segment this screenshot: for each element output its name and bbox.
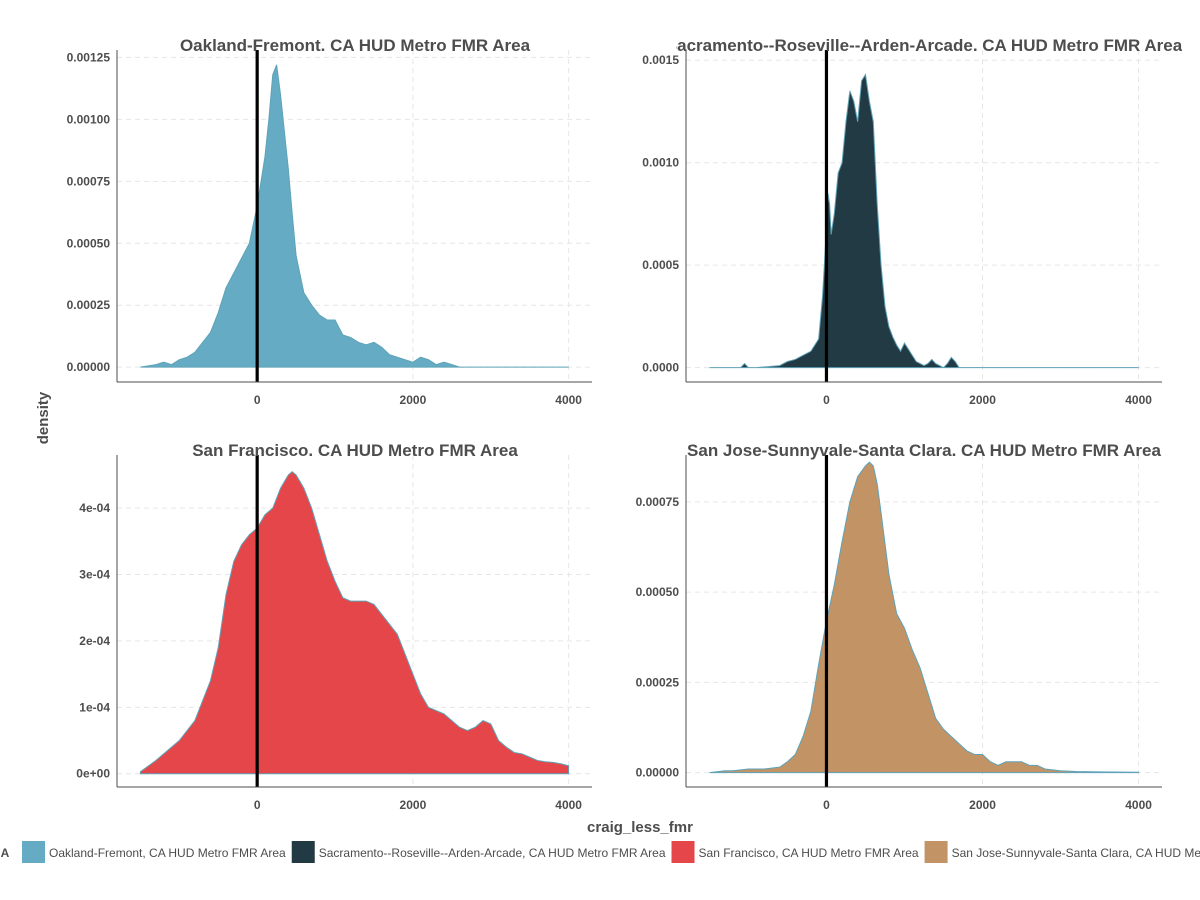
panel-1: 0.00000 0.00025 0.00050 0.00075 0.00100 0.001…	[67, 36, 592, 407]
y-tick-label: 0.00050	[67, 236, 111, 250]
legend-swatch	[291, 841, 315, 863]
density-area	[709, 73, 1139, 369]
y-tick-label: 0.0015	[642, 53, 679, 67]
panel-title: San Jose-Sunnyvale-Santa Clara. CA HUD M…	[687, 441, 1161, 460]
panel-title: San Francisco. CA HUD Metro FMR Area	[192, 441, 518, 460]
panel-4: 0.00000 0.00025 0.00050 0.00075 0 2000 4000 San…	[636, 441, 1162, 812]
x-tick-label: 2000	[969, 798, 996, 812]
x-tick-label: 0	[823, 798, 830, 812]
y-tick-label: 0.00050	[636, 585, 680, 599]
y-tick-label: 3e-04	[79, 568, 110, 582]
y-tick-label: 0.00125	[67, 50, 111, 64]
x-tick-label: 0	[254, 798, 261, 812]
x-tick-label: 2000	[400, 798, 427, 812]
y-tick-label: 0.00075	[67, 174, 111, 188]
legend-label: Sacramento--Roseville--Arden-Arcade, CA …	[319, 846, 666, 860]
legend-label: San Jose-Sunnyvale-Santa Clara, CA HUD M…	[952, 846, 1200, 860]
y-tick-label: 0.0005	[642, 258, 679, 272]
legend-label: Oakland-Fremont, CA HUD Metro FMR Area	[49, 846, 286, 860]
panel-title: Oakland-Fremont. CA HUD Metro FMR Area	[180, 36, 531, 55]
legend-swatch	[671, 841, 695, 863]
y-tick-label: 0.00000	[67, 360, 111, 374]
panel-3: 0e+00 1e-04 2e-04 3e-04 4e-04 0 2000 4000 San Fr…	[76, 441, 592, 812]
x-tick-label: 0	[254, 393, 261, 407]
density-area	[709, 461, 1140, 774]
density-area	[140, 64, 569, 368]
x-tick-label: 0	[823, 393, 830, 407]
y-tick-label: 0.00000	[636, 766, 680, 780]
y-tick-label: 0.00100	[67, 112, 111, 126]
panel-title: Sacramento--Roseville--Arden-Arcade. CA …	[666, 36, 1183, 55]
x-tick-label: 2000	[400, 393, 427, 407]
y-tick-label: 1e-04	[79, 700, 110, 714]
x-tick-label: 4000	[1125, 798, 1152, 812]
x-axis-title: craig_less_fmr	[587, 819, 693, 836]
x-tick-label: 2000	[969, 393, 996, 407]
y-tick-label: 0.00025	[67, 298, 111, 312]
facet-panels: 0.000000.000250.000500.000750.001000.001…	[67, 36, 1182, 812]
x-tick-label: 4000	[555, 798, 582, 812]
y-tick-label: 4e-04	[79, 501, 110, 515]
legend-swatch	[924, 841, 948, 863]
x-tick-label: 4000	[555, 393, 582, 407]
density-area	[139, 470, 570, 775]
y-tick-label: 0.00025	[636, 675, 680, 689]
y-tick-label: 0.0010	[642, 156, 679, 170]
y-tick-label: 0.00075	[636, 495, 680, 509]
legend: NA Oakland-Fremont, CA HUD Metro FMR Area…	[0, 841, 1200, 863]
legend-na-label: NA	[0, 846, 10, 860]
panel-2: 0.0000 0.0005 0.0010 0.0015 0 2000 4000 Sacrame…	[642, 36, 1182, 407]
y-tick-label: 2e-04	[79, 634, 110, 648]
legend-label: San Francisco, CA HUD Metro FMR Area	[699, 846, 919, 860]
y-axis-title: density	[35, 391, 52, 444]
y-tick-label: 0e+00	[76, 767, 110, 781]
y-tick-label: 0.0000	[642, 361, 679, 375]
x-tick-label: 4000	[1125, 393, 1152, 407]
legend-swatch	[22, 841, 45, 863]
